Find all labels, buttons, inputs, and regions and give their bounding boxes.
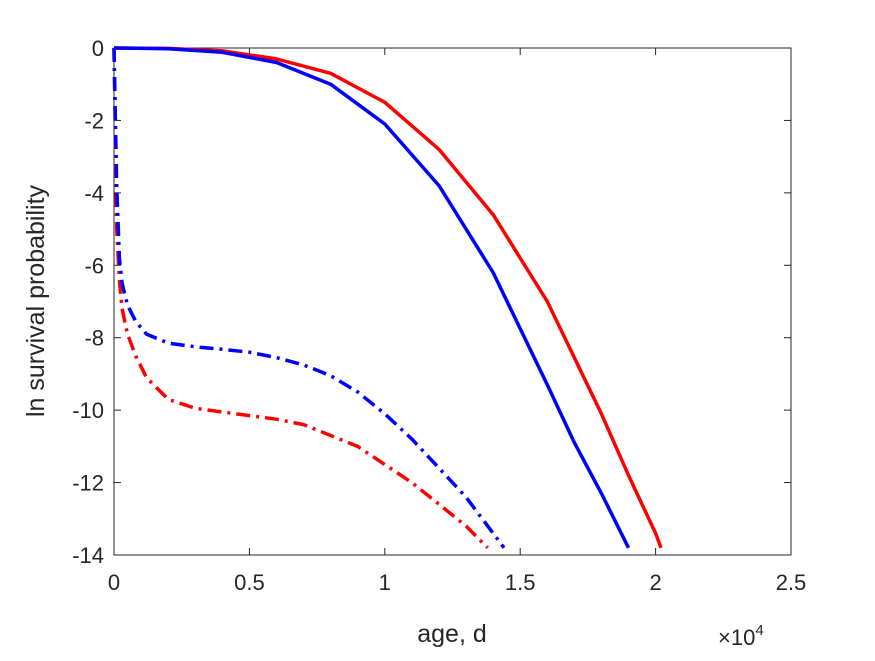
y-axis: 0 -2 -4 -6 -8 -10 -12 -14 [72, 36, 791, 568]
y-tick-label: -4 [84, 181, 104, 206]
series-line-4 [112, 47, 506, 549]
series-line-2 [113, 46, 631, 549]
y-tick-label: -2 [84, 108, 104, 133]
x-tick-label: 2 [649, 570, 661, 595]
series-group [112, 46, 663, 550]
series-line-3 [112, 47, 489, 550]
y-tick-label: -8 [84, 326, 104, 351]
y-tick-label: -6 [84, 253, 104, 278]
x-exponent-label: ×104 [718, 622, 764, 650]
x-exponent-power: 4 [755, 622, 763, 639]
plot-area [113, 47, 792, 556]
x-axis-label: age, d [417, 620, 487, 648]
y-tick-label: -14 [72, 543, 104, 568]
x-exponent-base: ×10 [718, 625, 755, 650]
y-axis-label: ln survival probability [22, 184, 50, 417]
y-tick-label: -10 [72, 398, 104, 423]
x-tick-label: 1.5 [505, 570, 536, 595]
y-tick-label: -12 [72, 471, 104, 496]
y-tick-label: 0 [92, 36, 104, 61]
x-tick-label: 1 [379, 570, 391, 595]
x-tick-label: 0.5 [234, 570, 265, 595]
x-axis: 0 0.5 1 1.5 2 2.5 [108, 48, 806, 595]
x-tick-label: 0 [108, 570, 120, 595]
x-tick-label: 2.5 [776, 570, 807, 595]
